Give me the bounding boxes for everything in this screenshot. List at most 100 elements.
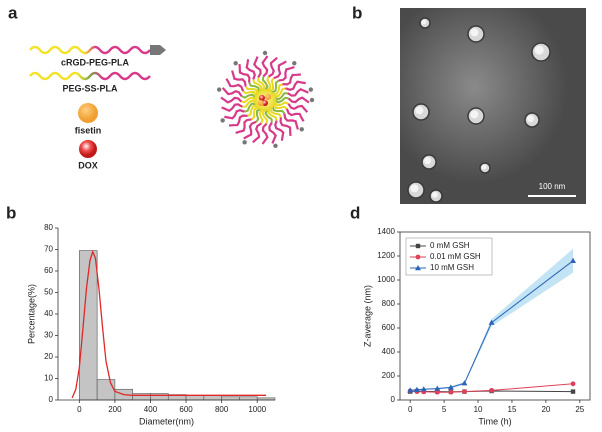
micelle-chain <box>268 77 275 92</box>
x-axis-label: Time (h) <box>478 416 511 426</box>
y-tick-label: 50 <box>44 288 53 297</box>
micelle-chain <box>252 79 263 92</box>
legend-label: 0.01 mM GSH <box>430 252 481 261</box>
fisetin-icon <box>78 103 98 123</box>
bar <box>221 396 240 401</box>
tem-background <box>400 8 586 204</box>
y-tick-label: 70 <box>44 245 53 254</box>
x-tick-label: 1000 <box>248 405 266 414</box>
dox-icon <box>79 140 97 158</box>
micelle-tip <box>308 87 314 92</box>
bar <box>185 395 205 401</box>
micelle-chain <box>238 64 251 83</box>
y-tick-label: 1200 <box>377 251 395 260</box>
micelle-chain <box>220 96 243 104</box>
x-tick-label: 20 <box>541 405 550 414</box>
micelle-tip <box>299 127 304 132</box>
particles <box>407 17 551 203</box>
marker <box>434 389 440 395</box>
micelle-chain <box>229 114 248 127</box>
x-tick-label: 10 <box>474 405 483 414</box>
micelle-chain <box>253 56 262 78</box>
micelle-drug <box>265 94 271 100</box>
micelle-chain <box>241 96 256 104</box>
micelle-tip <box>216 87 222 92</box>
micelle-chain <box>274 120 285 141</box>
marker <box>570 389 576 394</box>
micelle-chain <box>242 90 257 97</box>
item-label: PEG-SS-PLA <box>62 83 118 93</box>
panel-label: d <box>350 203 360 222</box>
bar <box>132 393 151 401</box>
marker <box>462 389 467 394</box>
tem-image: 100 nm <box>400 8 586 204</box>
micelle-tip <box>309 97 315 103</box>
particle-core <box>410 184 419 193</box>
particle-core <box>431 191 438 198</box>
micelle-chain <box>282 73 301 86</box>
micelle-chain <box>285 80 306 91</box>
micelle-tip <box>220 118 225 123</box>
micelle-tip <box>233 61 238 66</box>
micelle-chain <box>266 76 272 92</box>
y-tick-label: 40 <box>44 309 53 318</box>
y-tick-label: 30 <box>44 331 53 340</box>
bar <box>239 396 258 401</box>
particle-core <box>534 45 544 55</box>
marker <box>448 389 454 395</box>
y-tick-label: 400 <box>382 347 396 356</box>
x-tick-label: 200 <box>108 405 122 414</box>
micelle-chain <box>283 113 299 130</box>
x-tick-label: 800 <box>215 405 229 414</box>
marker <box>489 388 495 393</box>
micelle-chain <box>278 66 295 82</box>
micelle-chain <box>243 120 257 140</box>
micelle-chain <box>241 93 257 99</box>
x-tick-label: 25 <box>575 405 584 414</box>
micelle-chain <box>258 108 264 124</box>
micelle-chain <box>270 107 282 118</box>
marker <box>461 380 468 386</box>
scale-bar-label: 100 nm <box>539 182 566 191</box>
micelle-tip <box>242 140 247 145</box>
micelle-chain <box>261 122 269 145</box>
y-axis-label: Percentage(%) <box>26 284 36 344</box>
panel-label: a <box>8 3 18 22</box>
particle-core <box>415 106 424 115</box>
micelle-chain <box>250 106 260 121</box>
crgd-head <box>150 45 166 55</box>
micelle-drug <box>259 95 265 101</box>
item-label: fisetin <box>75 125 102 135</box>
bar <box>96 379 116 401</box>
y-tick-label: 10 <box>44 374 53 383</box>
marker <box>447 384 454 390</box>
micelle-chain <box>261 55 269 78</box>
micelle-chain <box>245 59 256 80</box>
legend-label: 10 mM GSH <box>430 263 474 272</box>
y-tick-label: 800 <box>382 299 396 308</box>
micelle-chain <box>221 103 243 112</box>
x-tick-label: 15 <box>508 405 517 414</box>
marker <box>407 387 414 393</box>
micelle-chain <box>273 87 286 98</box>
legend-label: 0 mM GSH <box>430 241 470 250</box>
micelle-tip <box>292 61 297 66</box>
micelle-chain <box>285 108 305 122</box>
particle-core <box>470 28 479 37</box>
plot-frame <box>399 231 591 401</box>
bar <box>150 393 169 401</box>
y-tick-label: 60 <box>44 266 53 275</box>
marker <box>420 386 427 392</box>
micelle-tip <box>273 143 278 149</box>
y-tick-label: 20 <box>44 352 53 361</box>
micelle-chain <box>271 105 286 115</box>
micelle-drug <box>258 100 264 106</box>
micelle-chain <box>268 56 278 78</box>
micelle-chain <box>257 77 266 91</box>
micelle-chain <box>272 83 283 95</box>
marker <box>415 243 421 249</box>
micelle-chain <box>264 109 273 123</box>
micelle-chain <box>268 122 277 144</box>
particle-core <box>470 110 479 119</box>
